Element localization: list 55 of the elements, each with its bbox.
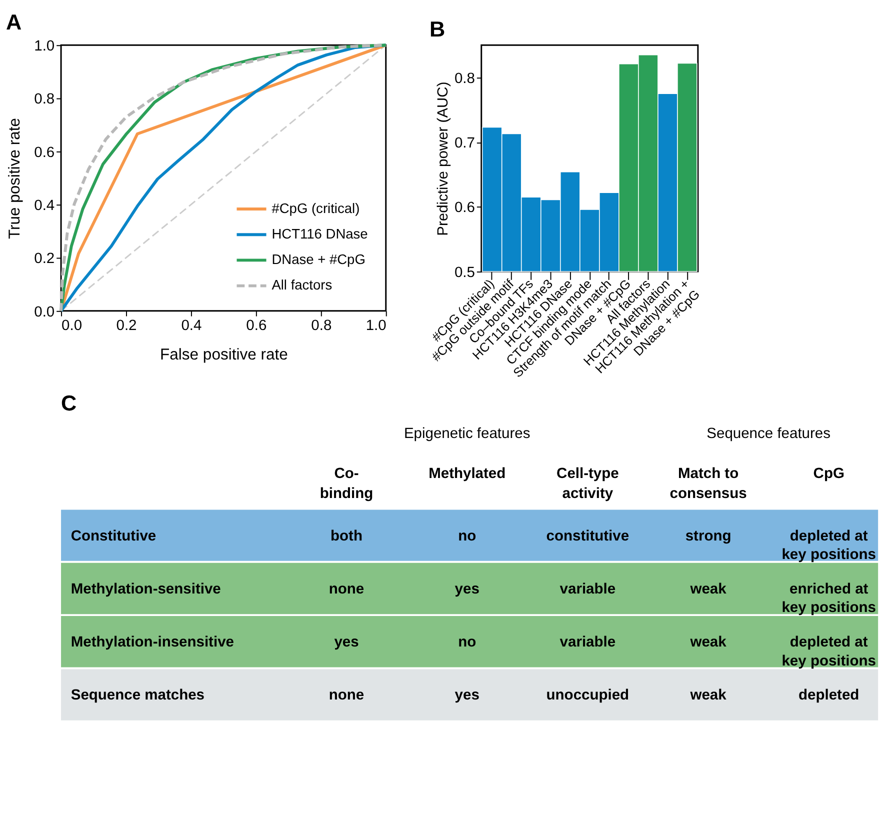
x-tick-label: 0.6 — [246, 318, 267, 334]
text: C — [61, 390, 78, 416]
text: unoccupied — [546, 688, 630, 704]
text: Sequence features — [706, 426, 830, 442]
text: yes — [454, 688, 480, 704]
legend-label: HCT116 DNase — [272, 226, 368, 242]
text: depleted at key positions — [782, 634, 876, 670]
category-label: Methylation-sensitive — [70, 581, 221, 598]
category-label: CpG — [813, 466, 844, 482]
y-tick-label: 0.8 — [454, 70, 475, 87]
text: yes — [454, 581, 480, 598]
category-label: Methylation-insensitive — [70, 634, 234, 651]
y-tick-label: 0.2 — [34, 251, 55, 268]
x-tick-label: 0.8 — [311, 318, 332, 334]
y-tick-label: 0.6 — [34, 144, 55, 161]
text: constitutive — [546, 528, 630, 544]
text: no — [458, 634, 476, 651]
y-axis-title: True positive rate — [6, 118, 24, 240]
x-tick-label: 0.2 — [116, 318, 137, 334]
category-label: Sequence matches — [70, 688, 205, 704]
chart-title: B — [429, 16, 446, 42]
y-axis-title: Predictive power (AUC) — [436, 82, 452, 236]
text: strong — [685, 528, 732, 544]
y-tick-label: 0.6 — [454, 200, 475, 216]
y-tick-label: 0.7 — [454, 136, 475, 152]
legend-label: #CpG (critical) — [272, 200, 360, 216]
text: yes — [334, 634, 359, 651]
x-tick-label: 0.0 — [62, 318, 82, 334]
text: depleted at key positions — [782, 528, 876, 563]
text: no — [458, 528, 476, 544]
text: variable — [560, 581, 616, 598]
text: Epigenetic features — [404, 426, 530, 442]
legend-label: DNase + #CpG — [272, 252, 366, 268]
x-tick-label: 0.4 — [181, 318, 202, 334]
category-label: Match to consensus — [670, 466, 747, 502]
category-label: Co-binding — [320, 466, 374, 502]
text: weak — [690, 581, 726, 598]
text: none — [328, 688, 364, 704]
chart-title: A — [6, 9, 22, 34]
y-tick-label: 0.4 — [34, 198, 55, 214]
y-tick-label: 1.0 — [34, 38, 55, 55]
text: weak — [690, 688, 726, 704]
text: both — [330, 528, 362, 544]
text: weak — [690, 634, 726, 651]
category-label: Constitutive — [70, 528, 156, 544]
y-tick-label: 0.5 — [454, 264, 475, 281]
x-tick-label: 1.0 — [366, 318, 386, 334]
category-label: Methylated — [428, 466, 506, 482]
x-axis-title: False positive rate — [160, 346, 288, 364]
y-tick-label: 0.8 — [34, 92, 55, 108]
text: enriched at key positions — [782, 581, 876, 616]
text: variable — [560, 634, 616, 651]
text: none — [328, 581, 364, 598]
category-label: Cell-type activity — [556, 466, 619, 502]
text: depleted — [798, 688, 860, 704]
